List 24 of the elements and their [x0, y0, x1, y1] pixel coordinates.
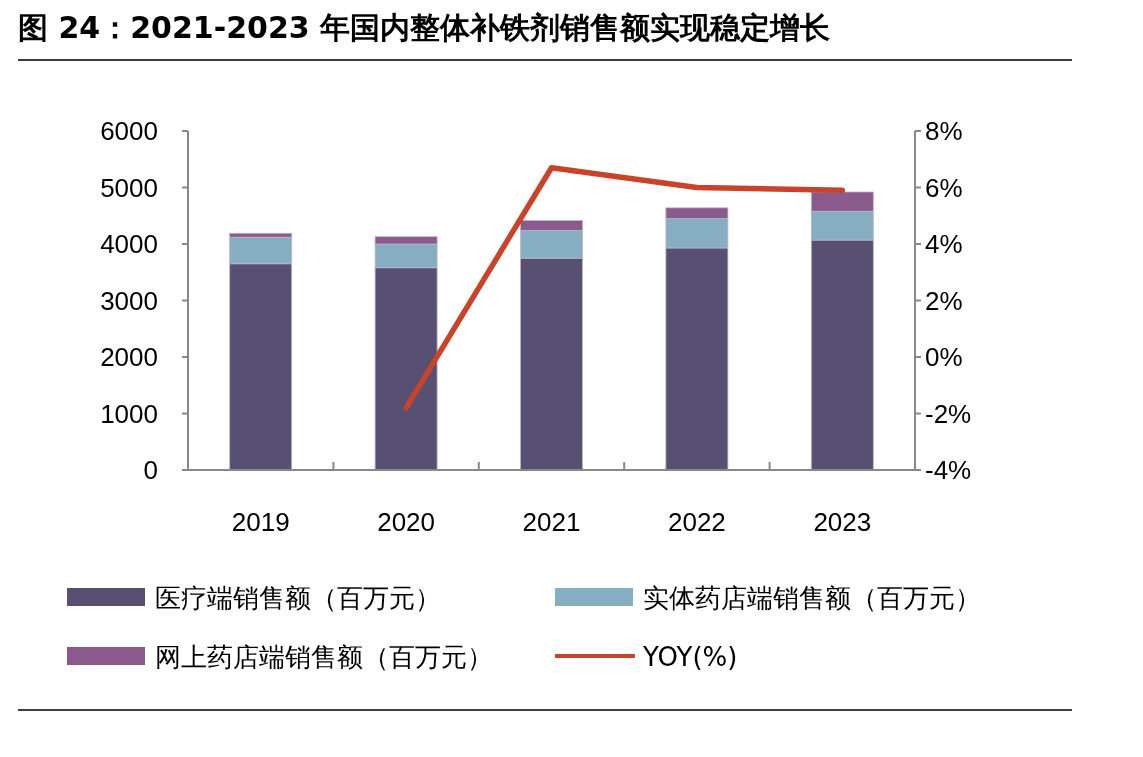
y2-tick-label: 6% — [925, 172, 963, 203]
y-tick-label: 2000 — [100, 342, 158, 372]
x-tick-label: 2023 — [813, 507, 872, 537]
legend-label: 医疗端销售额（百万元） — [155, 583, 441, 613]
y2-tick-label: -2% — [925, 398, 972, 429]
x-tick-label: 2020 — [377, 507, 436, 537]
x-tick-label: 2022 — [667, 507, 726, 537]
legend-label: 网上药店端销售额（百万元） — [155, 642, 493, 672]
y2-tick-label: 2% — [925, 285, 963, 316]
y-tick-label: 3000 — [100, 285, 158, 316]
y-tick-label: 0 — [143, 455, 158, 485]
y-tick-label: 1000 — [100, 398, 158, 429]
y-tick-label: 5000 — [100, 172, 158, 203]
y2-tick-label: 4% — [925, 229, 963, 259]
y-tick-label: 4000 — [100, 229, 158, 259]
x-tick-label: 2021 — [522, 507, 581, 537]
chart-title: 图 24：2021-2023 年国内整体补铁剂销售额实现稳定增长 — [18, 10, 831, 45]
y2-tick-label: 0% — [925, 342, 963, 372]
x-tick-label: 2019 — [231, 507, 290, 537]
y2-tick-label: -4% — [925, 455, 972, 485]
y2-tick-label: 8% — [925, 116, 963, 146]
legend-label: YOY(%) — [642, 642, 738, 672]
legend-label: 实体药店端销售额（百万元） — [643, 583, 981, 613]
y-tick-label: 6000 — [100, 116, 158, 146]
